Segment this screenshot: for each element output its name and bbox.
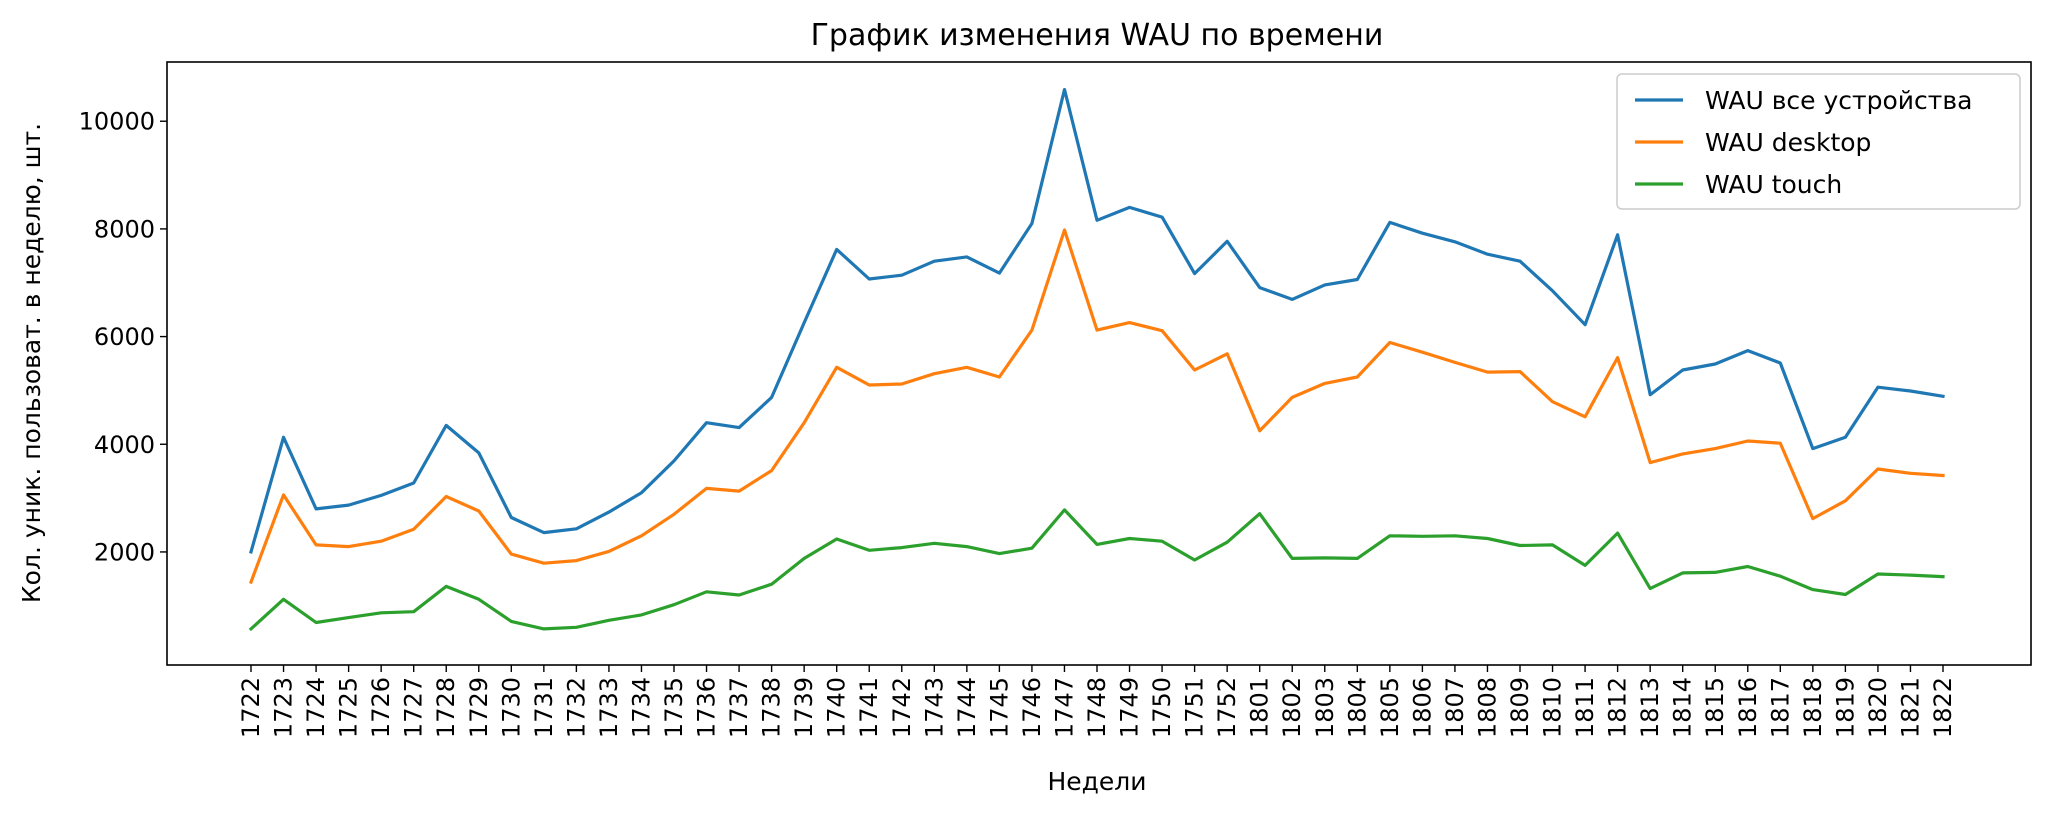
x-tick-label: 1805: [1376, 677, 1404, 738]
x-tick-label: 1806: [1408, 677, 1436, 738]
legend-label-2: WAU touch: [1705, 170, 1842, 199]
legend: WAU все устройства WAU desktop WAU touch: [1616, 73, 2021, 210]
y-tick-label: 8000: [94, 215, 155, 243]
x-tick-label: 1815: [1701, 677, 1729, 738]
x-tick-label: 1738: [758, 677, 786, 738]
x-tick-label: 1731: [530, 677, 558, 738]
legend-box: [1616, 73, 2021, 210]
x-tick-label: 1747: [1051, 677, 1079, 738]
y-tick-label: 10000: [79, 108, 155, 136]
x-tick-label: 1811: [1571, 677, 1599, 738]
y-tick-label: 4000: [94, 431, 155, 459]
x-tick-label: 1722: [237, 677, 265, 738]
x-tick-label: 1744: [953, 677, 981, 738]
x-tick-label: 1802: [1278, 677, 1306, 738]
x-tick-label: 1734: [628, 677, 656, 738]
legend-label-0: WAU все устройства: [1705, 86, 1972, 115]
x-tick-label: 1743: [920, 677, 948, 738]
x-tick-label: 1725: [335, 677, 363, 738]
series-line-0: [249, 87, 1945, 554]
x-tick-label: 1740: [823, 677, 851, 738]
x-tick-label: 1742: [888, 677, 916, 738]
x-tick-label: 1819: [1831, 677, 1859, 738]
x-tick-label: 1814: [1669, 677, 1697, 738]
x-tick-label: 1810: [1539, 677, 1567, 738]
x-tick-label: 1727: [400, 677, 428, 738]
x-tick-label: 1820: [1864, 677, 1892, 738]
x-tick-label: 1817: [1766, 677, 1794, 738]
x-tick-label: 1751: [1181, 677, 1209, 738]
chart-title: График изменения WAU по времени: [811, 18, 1384, 53]
x-tick-label: 1736: [693, 677, 721, 738]
x-tick-label: 1750: [1148, 677, 1176, 738]
x-tick-label: 1804: [1343, 677, 1371, 738]
x-tick-label: 1748: [1083, 677, 1111, 738]
y-axis-label: Кол. уник. пользоват. в неделю, шт.: [17, 123, 46, 603]
x-tick-label: 1813: [1636, 677, 1664, 738]
x-tick-label: 1729: [465, 677, 493, 738]
legend-label-1: WAU desktop: [1705, 128, 1871, 157]
series-line-1: [248, 228, 1945, 585]
x-axis-ticks: 1722 1723 1724 1725 1726 1727 1728 1729 1730 1731…: [237, 665, 1957, 738]
x-tick-label: 1735: [660, 677, 688, 738]
y-tick-label: 2000: [94, 538, 155, 566]
y-axis-ticks: 2000 4000 6000 8000 10000: [79, 108, 167, 566]
x-axis-label: Недели: [1047, 767, 1146, 796]
x-tick-label: 1728: [432, 677, 460, 738]
x-tick-label: 1822: [1929, 677, 1957, 738]
x-tick-label: 1807: [1441, 677, 1469, 738]
x-tick-label: 1724: [302, 677, 330, 738]
x-tick-label: 1730: [497, 677, 525, 738]
x-tick-label: 1737: [725, 677, 753, 738]
x-tick-label: 1803: [1311, 677, 1339, 738]
x-tick-label: 1749: [1116, 677, 1144, 738]
series-layer: [248, 87, 1945, 632]
x-tick-label: 1821: [1897, 677, 1925, 738]
x-tick-label: 1752: [1213, 677, 1241, 738]
x-tick-label: 1745: [985, 677, 1013, 738]
plot-area-frame: [166, 61, 2032, 666]
x-tick-label: 1723: [270, 677, 298, 738]
x-tick-label: 1726: [367, 677, 395, 738]
x-tick-label: 1739: [790, 677, 818, 738]
x-tick-label: 1808: [1474, 677, 1502, 738]
x-tick-label: 1801: [1246, 677, 1274, 738]
x-tick-label: 1741: [855, 677, 883, 738]
x-tick-label: 1809: [1506, 677, 1534, 738]
series-line-2: [248, 508, 1945, 632]
x-tick-label: 1733: [595, 677, 623, 738]
x-tick-label: 1816: [1734, 677, 1762, 738]
x-tick-label: 1812: [1604, 677, 1632, 738]
x-tick-label: 1746: [1018, 677, 1046, 738]
x-tick-label: 1818: [1799, 677, 1827, 738]
y-tick-label: 6000: [94, 323, 155, 351]
x-tick-label: 1732: [562, 677, 590, 738]
